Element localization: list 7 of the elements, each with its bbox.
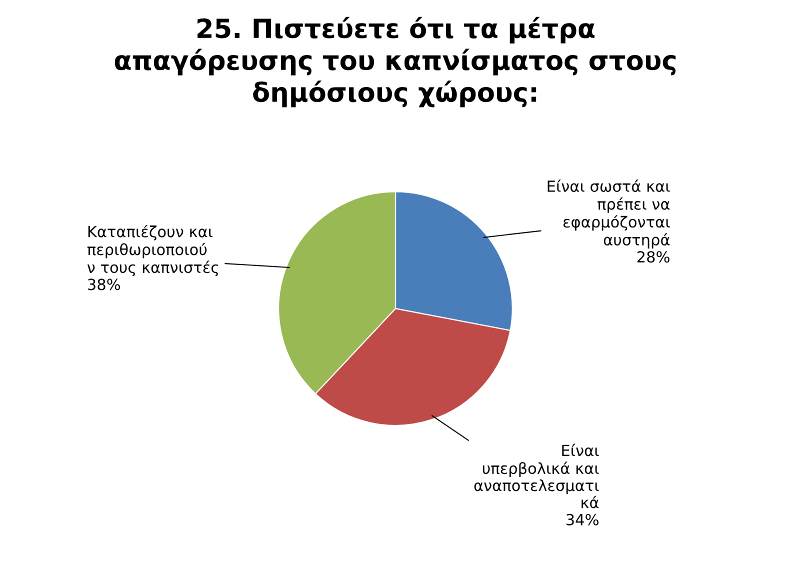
data-label: 34% xyxy=(566,514,598,526)
slice-label: Καταπιέζουν και περιθωριοποιού ν τους καπνιστές xyxy=(87,224,218,276)
slice-label: Είναι υπερβολικά και αναποτελεσματι κά xyxy=(474,444,599,508)
chart-title: 25. Πιστεύετε ότι τα μέτρα απαγόρευσης του καπνίσματος στους δημόσιους χώρους: xyxy=(114,16,676,108)
data-label: 38% xyxy=(88,278,120,290)
data-label: 28% xyxy=(637,251,670,263)
slice-label: Είναι σωστά και πρέπει να εφαρμόζονται αυστηρά xyxy=(548,180,670,248)
